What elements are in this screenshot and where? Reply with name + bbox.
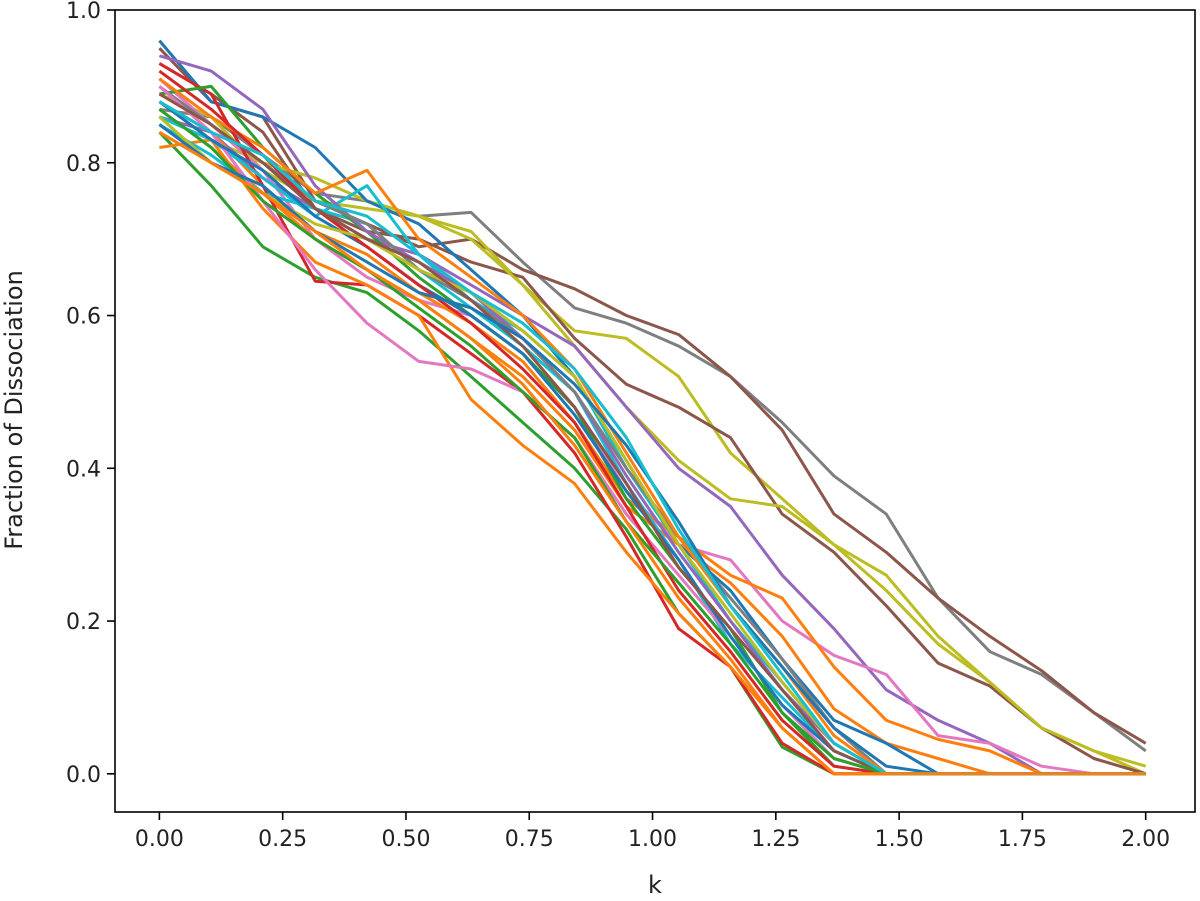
x-tick-label: 0.50 [381,827,430,852]
series-line-6 [158,77,1146,776]
y-tick-label: 0.6 [66,305,101,330]
series-layer [158,39,1147,776]
series-line-11 [158,62,1146,776]
x-tick-label: 0.25 [258,827,307,852]
series-line-16 [158,54,1146,776]
series-line-13 [158,123,1146,776]
series-line-25 [158,123,1146,776]
plot-frame [114,9,1196,813]
series-line-5 [158,115,1146,776]
y-tick-label: 0.0 [66,763,101,788]
y-tick-label: 1.0 [66,0,101,24]
series-line-3 [158,62,1147,776]
x-tick-label: 2.00 [1121,827,1170,852]
y-axis-label: Fraction of Dissociation [0,270,28,550]
y-tick-label: 0.2 [66,610,101,635]
x-tick-label: 0.75 [505,827,554,852]
series-line-9 [158,39,1146,776]
series-line-27 [158,130,1146,776]
series-line-22 [158,115,1146,776]
x-tick-label: 0.00 [135,827,184,852]
x-tick-label: 1.25 [751,827,800,852]
ticks-layer: 0.00 0.25 0.50 0.75 1.00 1.25 1.50 1.75 2.00 0.0 0… [66,0,1170,852]
x-tick-label: 1.50 [875,827,924,852]
y-tick-label: 0.8 [66,152,101,177]
x-axis-label: k [648,871,662,899]
series-line-14 [158,115,1146,776]
x-tick-label: 1.75 [998,827,1047,852]
y-tick-label: 0.4 [66,457,101,482]
series-line-18 [158,77,1146,776]
x-tick-label: 1.00 [628,827,677,852]
